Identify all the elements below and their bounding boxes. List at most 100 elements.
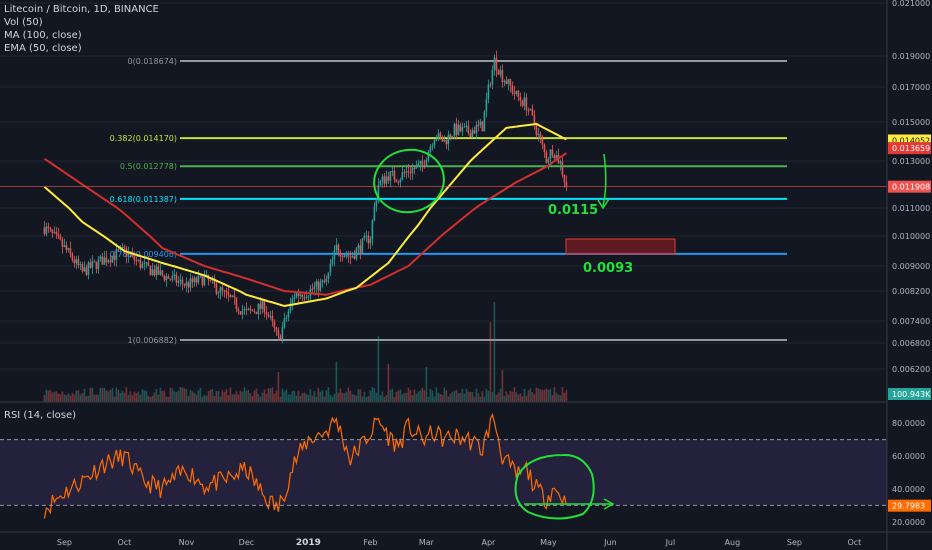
candle-body	[263, 300, 266, 313]
volume-bar	[381, 391, 384, 402]
candle-body	[297, 293, 300, 296]
volume-bar	[509, 390, 512, 402]
candle-body	[155, 266, 158, 276]
chart-legend: Litecoin / Bitcoin, 1D, BINANCE Vol (50)…	[4, 3, 159, 55]
rsi-tick: 80.0000	[892, 419, 925, 428]
volume-bar	[385, 394, 388, 402]
time-tick: Jul	[665, 538, 676, 547]
candle-body	[495, 57, 498, 71]
volume-bar	[51, 392, 54, 402]
candle-body	[239, 311, 242, 315]
volume-bar	[505, 391, 508, 402]
volume-bar	[85, 396, 88, 402]
candle-body	[255, 312, 258, 315]
volume-bar	[227, 395, 230, 402]
candle-body	[55, 232, 58, 235]
volume-bar	[255, 388, 258, 402]
time-tick: Sep	[57, 538, 72, 547]
volume-bar	[421, 387, 424, 402]
volume-bar	[259, 396, 262, 402]
volume-bar	[163, 390, 166, 402]
candle-body	[443, 139, 446, 142]
candle-body	[473, 130, 476, 134]
candle-body	[203, 276, 206, 286]
volume-bar	[295, 395, 298, 402]
candle-body	[169, 278, 172, 280]
candle-body	[355, 248, 358, 259]
candle-body	[293, 297, 296, 299]
candle-body	[431, 146, 434, 148]
price-tick: 0.007400	[892, 317, 930, 326]
time-tick: Apr	[481, 538, 496, 547]
volume-bar	[371, 387, 374, 402]
volume-bar	[103, 387, 106, 402]
rsi-tick: 40.0000	[892, 485, 925, 494]
volume-bar	[325, 390, 328, 402]
candle-body	[65, 245, 68, 250]
volume-bar	[501, 370, 504, 402]
time-tick: Mar	[419, 538, 435, 547]
candle-body	[177, 280, 180, 283]
candle-body	[561, 161, 564, 175]
volume-bar	[65, 395, 68, 402]
candle-body	[257, 303, 260, 315]
time-tick: Nov	[179, 538, 195, 547]
candle-body	[497, 70, 500, 75]
volume-bar	[479, 396, 482, 402]
candle-body	[405, 171, 408, 173]
volume-bar	[111, 387, 114, 402]
volume-bar	[443, 387, 446, 402]
volume-bar	[359, 389, 362, 402]
volume-bar	[331, 396, 334, 402]
rsi-line	[43, 412, 567, 519]
candle-body	[521, 100, 524, 106]
candle-body	[347, 255, 350, 257]
volume-bar	[225, 389, 228, 402]
volume-bar	[329, 394, 332, 402]
candle-body	[333, 250, 336, 260]
candle-body	[85, 267, 88, 276]
candle-body	[413, 168, 416, 170]
candle-body	[353, 256, 356, 259]
candle-body	[161, 270, 164, 276]
volume-bar	[153, 392, 156, 402]
candle-body	[365, 235, 368, 237]
legend-vol: Vol (50)	[4, 17, 43, 28]
candle-body	[289, 303, 292, 312]
candle-body	[273, 321, 276, 328]
candle-body	[303, 297, 306, 299]
volume-bar	[181, 387, 184, 402]
volume-bar	[467, 391, 470, 402]
candle-body	[419, 160, 422, 164]
volume-bar	[563, 392, 566, 402]
volume-bar	[207, 391, 210, 402]
volume-bar	[461, 388, 464, 402]
volume-bar	[273, 393, 276, 402]
volume-bar	[99, 388, 102, 402]
volume-bar	[133, 391, 136, 402]
volume-bar	[87, 395, 90, 402]
volume-bar	[413, 389, 416, 402]
candle-body	[349, 256, 352, 258]
volume-bar	[125, 387, 128, 402]
price-tick: 0.019000	[892, 52, 930, 61]
legend-ema: EMA (50, close)	[4, 43, 82, 54]
candle-body	[249, 308, 252, 310]
volume-bar	[351, 394, 354, 402]
volume-bar	[105, 390, 108, 402]
candle-body	[535, 125, 538, 136]
volume-bar	[423, 390, 426, 402]
volume-bar	[129, 391, 132, 402]
candle-body	[459, 124, 462, 132]
volume-bar	[233, 394, 236, 402]
candle-body	[469, 133, 472, 138]
time-tick: Oct	[117, 538, 131, 547]
candle-body	[173, 274, 176, 276]
volume-bar	[79, 394, 82, 402]
volume-bar	[519, 393, 522, 402]
volume-bar	[535, 387, 538, 402]
candle-body	[307, 296, 310, 298]
volume-bar	[143, 390, 146, 402]
volume-bar	[353, 394, 356, 402]
candle-body	[363, 235, 366, 239]
